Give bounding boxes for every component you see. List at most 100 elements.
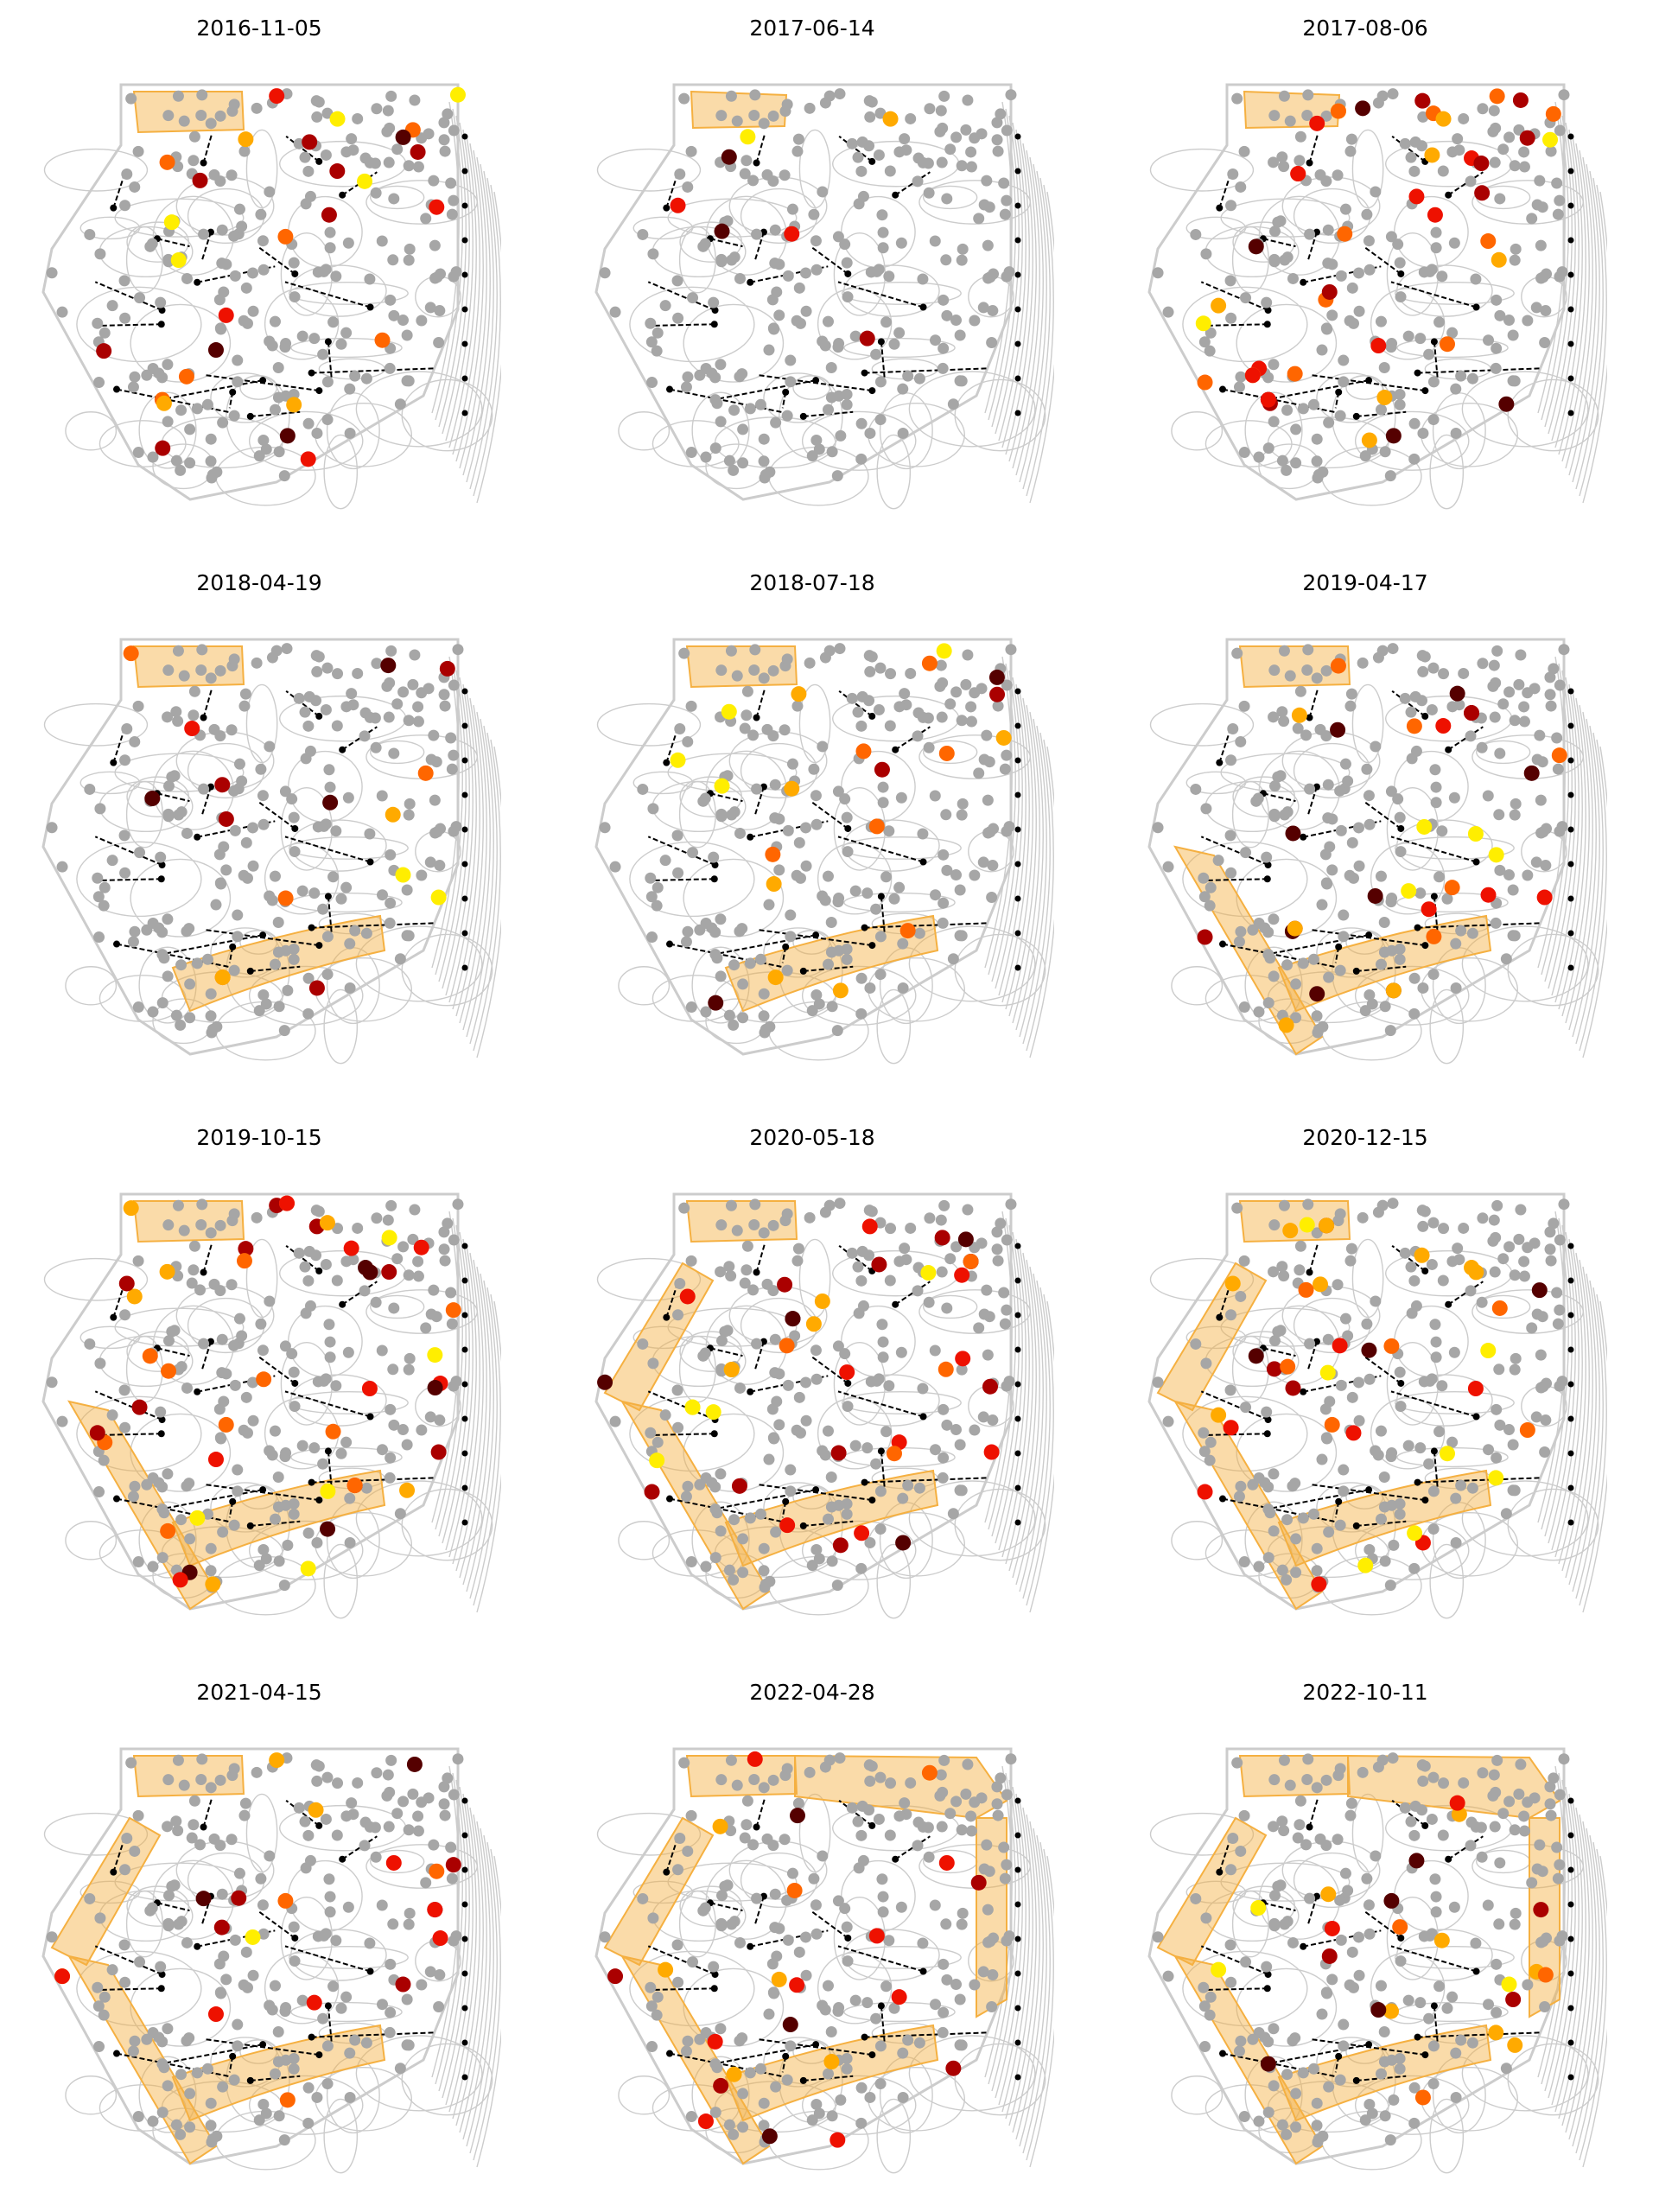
active-node [868, 1928, 885, 1944]
active-node [597, 1374, 613, 1390]
active-node [705, 1404, 721, 1421]
active-node [988, 669, 1005, 685]
active-node [1361, 432, 1377, 448]
active-node [1416, 818, 1433, 835]
active-node [899, 923, 916, 939]
active-node [779, 1517, 796, 1534]
map-panel: 2019-10-15 [17, 1125, 501, 1643]
active-node [277, 228, 294, 245]
active-node [1298, 1281, 1314, 1298]
active-node [920, 1265, 937, 1281]
active-node [1383, 1338, 1400, 1354]
active-node [649, 1452, 665, 1469]
active-node [385, 806, 401, 823]
active-node [882, 111, 899, 127]
active-node [1324, 1920, 1340, 1936]
contour-lines [41, 1192, 501, 1619]
active-node [1223, 1420, 1239, 1436]
active-node [319, 1215, 335, 1231]
active-node [658, 1961, 674, 1978]
active-node [1332, 1338, 1348, 1354]
active-node [308, 980, 325, 996]
map-panel: 2017-08-06 [1123, 16, 1607, 534]
active-node [1355, 100, 1371, 117]
active-node [1491, 251, 1507, 268]
active-node [1519, 1422, 1535, 1439]
active-node [1414, 1247, 1430, 1263]
active-node [178, 368, 194, 385]
active-node [670, 752, 686, 768]
active-node [1424, 147, 1440, 163]
active-node [785, 1311, 801, 1327]
active-node [1337, 226, 1353, 242]
tracks [647, 133, 1021, 420]
active-node [747, 1751, 763, 1767]
active-node [1320, 1886, 1337, 1903]
active-node [159, 154, 175, 170]
active-node [1309, 986, 1325, 1002]
active-node [1287, 920, 1303, 937]
active-node [89, 1425, 105, 1441]
active-node [207, 342, 224, 359]
active-node [871, 1256, 887, 1273]
hatch-region-lower-left [1173, 1400, 1324, 1611]
active-node [938, 1854, 955, 1871]
active-node [155, 440, 171, 456]
active-node [713, 2077, 729, 2094]
map-panel: 2019-04-17 [1123, 570, 1607, 1089]
panel-title: 2020-05-18 [749, 1125, 875, 1150]
active-node [1449, 685, 1465, 702]
active-nodes [670, 111, 899, 346]
active-nodes [607, 1751, 987, 2148]
inactive-nodes [599, 88, 1017, 484]
active-node [1488, 2024, 1504, 2041]
active-node [1266, 1361, 1282, 1377]
active-node [325, 1423, 341, 1440]
active-node [395, 1976, 411, 1993]
panel-title: 2020-12-15 [1302, 1125, 1428, 1150]
contour-lines [1147, 83, 1607, 510]
hatch-region-lower-left [67, 1955, 218, 2165]
active-node [1433, 1932, 1450, 1948]
active-node [236, 1253, 252, 1269]
active-node [861, 1218, 878, 1235]
active-node [679, 1288, 696, 1305]
panel-title: 2017-06-14 [749, 16, 875, 41]
active-node [789, 1977, 805, 1993]
active-node [1280, 1358, 1296, 1375]
active-node [989, 686, 1006, 702]
active-node [936, 643, 952, 659]
active-node [957, 1231, 974, 1248]
active-node [142, 1348, 158, 1364]
active-node [399, 1482, 416, 1498]
active-node [218, 810, 234, 827]
active-node [1474, 185, 1491, 201]
active-node [429, 1863, 445, 1879]
active-node [218, 1416, 234, 1433]
active-node [302, 134, 318, 150]
active-node [269, 88, 285, 105]
active-node [1260, 391, 1276, 408]
active-node [1287, 365, 1303, 382]
active-node [1248, 238, 1264, 255]
active-node [159, 1263, 175, 1280]
active-node [395, 867, 411, 883]
panel-title: 2022-04-28 [749, 1680, 875, 1705]
active-node [786, 1882, 803, 1898]
active-node [380, 658, 397, 674]
active-node [308, 1802, 324, 1818]
active-node [381, 1264, 397, 1281]
active-node [123, 1200, 139, 1217]
active-node [982, 1378, 998, 1395]
active-node [1464, 1260, 1480, 1276]
active-node [791, 686, 807, 702]
active-node [766, 876, 782, 893]
active-node [784, 780, 800, 797]
active-node [1489, 88, 1505, 105]
active-node [954, 1267, 970, 1283]
active-node [144, 791, 161, 807]
active-node [731, 1478, 747, 1494]
active-node [346, 1478, 363, 1494]
active-node [231, 1890, 247, 1906]
active-node [1330, 721, 1346, 738]
